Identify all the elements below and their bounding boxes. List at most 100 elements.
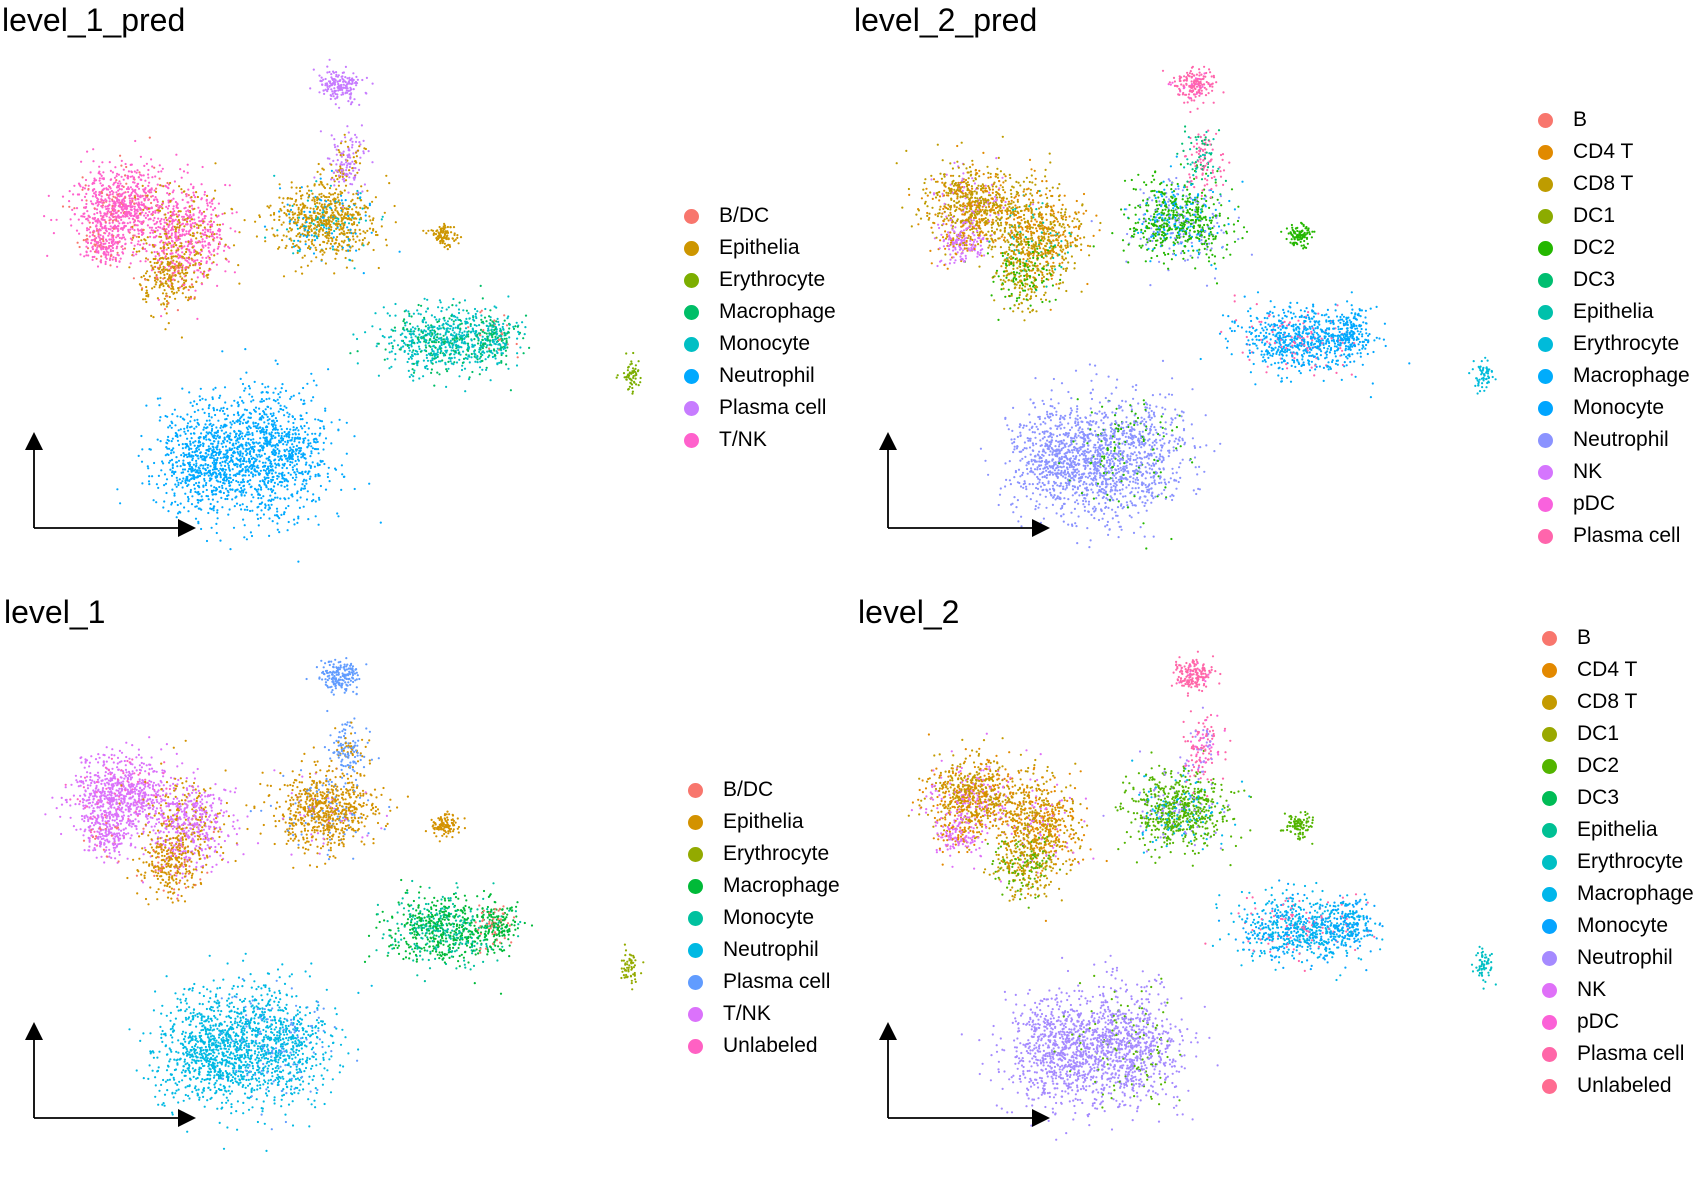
cell-point [441, 306, 444, 309]
cell-point [249, 509, 252, 513]
cell-point [139, 178, 142, 181]
cell-point [285, 244, 288, 247]
cell-point [503, 319, 506, 322]
cell-point [110, 178, 113, 181]
cell-point [316, 440, 319, 443]
cell-point [168, 424, 172, 427]
cell-point [193, 259, 197, 262]
cell-point [144, 194, 147, 197]
cell-point [107, 209, 110, 213]
cell-point [130, 201, 133, 204]
cell-point [268, 206, 271, 209]
cell-point [344, 199, 347, 202]
cell-point [487, 339, 490, 342]
cell-point [205, 199, 208, 202]
cell-point [390, 365, 393, 368]
cell-point [451, 329, 454, 332]
cell-point [194, 196, 197, 199]
cell-point [210, 474, 213, 477]
cell-point [171, 464, 174, 467]
cell-point [159, 264, 162, 267]
cell-point [162, 249, 165, 252]
cell-point [240, 486, 243, 490]
cell-point [429, 345, 432, 348]
cell-point [341, 91, 344, 94]
cell-point [411, 326, 414, 329]
cell-point [364, 231, 367, 234]
cell-point [85, 202, 88, 206]
cell-point [425, 354, 428, 357]
cell-point [362, 150, 365, 153]
cell-point [186, 220, 189, 223]
cell-point [325, 82, 329, 85]
cell-point [341, 175, 344, 178]
cell-point [335, 153, 338, 156]
cell-point [131, 188, 134, 191]
cell-point [362, 139, 365, 142]
cell-point [354, 202, 357, 205]
cell-point [277, 452, 280, 455]
cell-point [360, 199, 363, 202]
cell-point [494, 331, 497, 334]
cell-point [489, 379, 492, 382]
cell-point [81, 215, 84, 218]
cell-point [516, 352, 519, 355]
cell-point [349, 228, 352, 231]
cell-point [340, 216, 343, 219]
cell-point [161, 249, 164, 252]
cell-point [333, 184, 336, 187]
cell-point [368, 482, 371, 485]
cell-point [457, 308, 461, 311]
cell-point [505, 363, 508, 366]
cell-point [437, 237, 440, 241]
cell-point [164, 280, 168, 283]
cell-point [323, 203, 326, 206]
cell-point [203, 472, 206, 475]
cell-point [170, 237, 173, 240]
cell-point [186, 477, 189, 480]
cell-point [167, 426, 170, 429]
cell-point [278, 196, 281, 199]
cell-point [137, 235, 141, 239]
cell-point [328, 221, 331, 224]
cell-point [431, 333, 434, 336]
cell-point [113, 182, 116, 185]
cell-point [314, 246, 317, 249]
cell-point [96, 204, 99, 207]
cell-point [85, 205, 88, 209]
cell-point [423, 349, 426, 352]
cell-point [294, 212, 297, 215]
cell-point [226, 462, 229, 465]
cell-point [327, 228, 331, 231]
cell-point [288, 216, 291, 219]
cell-point [241, 432, 244, 435]
cell-point [481, 330, 484, 333]
cell-point [145, 289, 148, 292]
cell-point [478, 366, 482, 369]
cell-point [134, 188, 137, 192]
cell-point [336, 226, 339, 229]
cell-point [212, 457, 215, 460]
cell-point [199, 241, 202, 244]
cell-point [180, 176, 183, 179]
cell-point [358, 239, 361, 242]
cell-point [111, 198, 114, 201]
cell-point [182, 471, 185, 474]
cell-point [390, 350, 393, 353]
cell-point [342, 83, 345, 86]
cell-point [478, 357, 481, 360]
cell-point [253, 380, 256, 383]
cell-point [435, 352, 438, 355]
cell-point [305, 235, 308, 239]
cell-point [150, 314, 153, 317]
cell-point [334, 209, 337, 212]
cell-point [151, 266, 154, 270]
cell-point [93, 255, 96, 258]
cell-point [240, 508, 243, 511]
cell-point [108, 216, 111, 219]
cell-point [158, 235, 161, 238]
cell-point [464, 390, 467, 393]
cell-point [177, 280, 180, 283]
cell-point [211, 442, 214, 445]
cell-point [194, 517, 198, 520]
